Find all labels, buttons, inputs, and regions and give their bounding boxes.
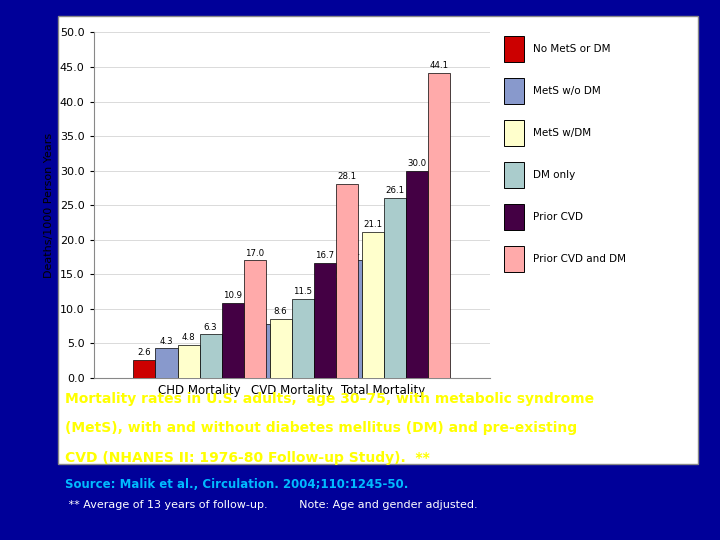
Text: 14.4: 14.4 — [319, 267, 338, 276]
Text: MetS w/DM: MetS w/DM — [533, 128, 591, 138]
Bar — [339, 260, 361, 378]
Bar — [405, 171, 428, 378]
Text: 16.7: 16.7 — [315, 251, 334, 260]
Bar — [244, 260, 266, 378]
Bar — [314, 262, 336, 378]
Bar — [336, 184, 358, 378]
Text: Prior CVD and DM: Prior CVD and DM — [533, 254, 626, 264]
Bar — [156, 348, 178, 378]
Text: 17.1: 17.1 — [341, 248, 360, 257]
Bar — [384, 198, 405, 378]
Text: 44.1: 44.1 — [429, 62, 449, 70]
Bar — [199, 334, 222, 378]
Text: 5.3: 5.3 — [230, 329, 243, 339]
Bar — [428, 73, 450, 378]
Bar — [225, 341, 248, 378]
Bar — [133, 360, 156, 378]
Text: 8.6: 8.6 — [274, 307, 287, 316]
Y-axis label: Deaths/1000 Person Years: Deaths/1000 Person Years — [44, 133, 54, 278]
Text: 6.3: 6.3 — [204, 323, 217, 332]
Bar — [292, 299, 314, 378]
Text: Prior CVD: Prior CVD — [533, 212, 582, 222]
Text: 28.1: 28.1 — [337, 172, 356, 181]
Bar — [269, 319, 292, 378]
Bar — [361, 232, 384, 378]
Text: 4.8: 4.8 — [181, 333, 195, 342]
Text: 11.5: 11.5 — [293, 287, 312, 296]
Text: (MetS), with and without diabetes mellitus (DM) and pre-existing: (MetS), with and without diabetes mellit… — [65, 421, 577, 435]
Text: CVD (NHANES II: 1976-80 Follow-up Study).  **: CVD (NHANES II: 1976-80 Follow-up Study)… — [65, 451, 430, 465]
Text: 17.0: 17.0 — [246, 249, 264, 258]
Bar — [178, 345, 199, 378]
Bar — [318, 279, 339, 378]
Text: No MetS or DM: No MetS or DM — [533, 44, 611, 53]
Text: MetS w/o DM: MetS w/o DM — [533, 86, 600, 96]
Text: DM only: DM only — [533, 170, 575, 180]
Text: Source: Malik et al., Circulation. 2004;110:1245-50.: Source: Malik et al., Circulation. 2004;… — [65, 478, 408, 491]
Text: Mortality rates in U.S. adults,  age 30–75, with metabolic syndrome: Mortality rates in U.S. adults, age 30–7… — [65, 392, 594, 406]
Text: 26.1: 26.1 — [385, 186, 404, 195]
Text: 10.9: 10.9 — [223, 291, 242, 300]
Text: 4.3: 4.3 — [160, 336, 174, 346]
Bar — [248, 324, 269, 378]
Text: 30.0: 30.0 — [408, 159, 426, 168]
Text: 2.6: 2.6 — [138, 348, 151, 357]
Text: ** Average of 13 years of follow-up.         Note: Age and gender adjusted.: ** Average of 13 years of follow-up. Not… — [65, 500, 477, 510]
Text: 7.8: 7.8 — [252, 312, 265, 321]
Text: 21.1: 21.1 — [363, 220, 382, 230]
Bar — [222, 302, 244, 378]
